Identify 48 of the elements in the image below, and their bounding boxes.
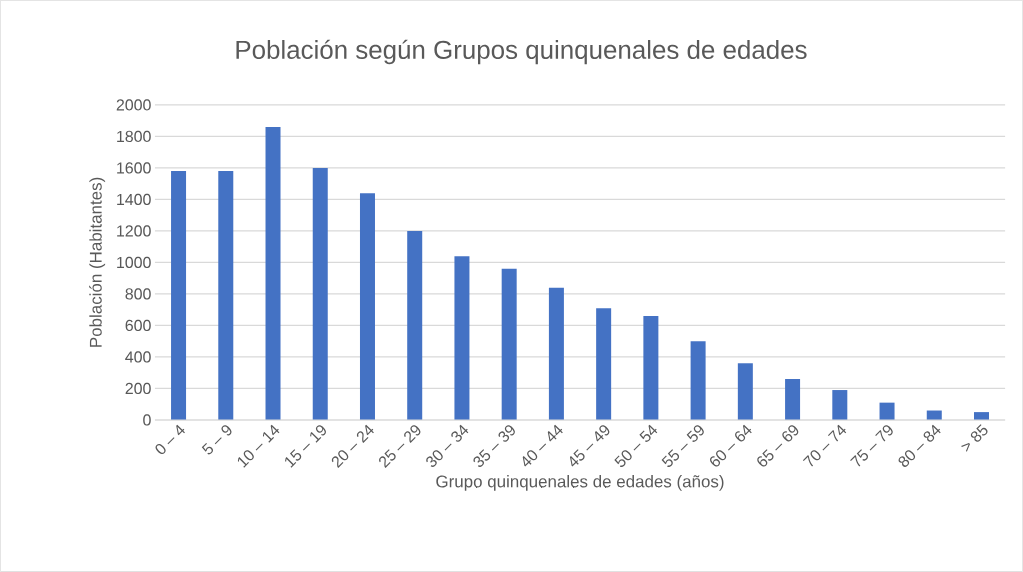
x-tick-label: 80 – 84 — [898, 424, 941, 467]
x-tick-label: 10 – 14 — [237, 424, 280, 468]
y-axis-title: Población (Habitantes) — [89, 177, 106, 347]
x-tick-label: 30 – 34 — [426, 424, 469, 467]
bar — [265, 127, 281, 421]
bar — [171, 171, 187, 421]
x-tick-label: 20 – 24 — [331, 424, 374, 469]
x-tick-label: 45 – 49 — [569, 425, 610, 467]
bar — [643, 316, 659, 421]
y-tick-label: 600 — [125, 319, 151, 332]
bar — [548, 287, 564, 421]
x-tick-label: 70 – 74 — [802, 424, 847, 467]
x-tick-label: 55 – 59 — [661, 425, 704, 467]
x-tick-label: 75 – 79 — [850, 425, 893, 467]
x-tick-label: 25 – 29 — [379, 425, 421, 469]
y-tick-label: 400 — [125, 351, 151, 363]
bar — [832, 390, 848, 421]
bar — [454, 256, 470, 421]
x-tick-label: 65 – 69 — [757, 425, 799, 467]
y-tick-label: 2000 — [116, 99, 151, 111]
x-tick-label: 0 – 4 — [155, 424, 185, 455]
bar — [690, 341, 706, 421]
y-tick-label: 1000 — [117, 256, 151, 269]
bar — [879, 402, 895, 421]
y-tick-label: 1200 — [117, 225, 151, 237]
y-tick-label: 1800 — [117, 130, 151, 143]
y-tick-label: 0 — [143, 414, 151, 426]
x-tick-label: 50 – 54 — [614, 424, 658, 467]
bar — [407, 230, 423, 421]
y-tick-label: 1600 — [117, 162, 151, 174]
bar — [501, 268, 517, 421]
y-tick-label: 200 — [125, 382, 151, 395]
y-tick-label: 800 — [125, 288, 151, 300]
bar — [312, 167, 328, 421]
x-tick-label: 60 – 64 — [710, 424, 752, 467]
bar — [785, 379, 801, 421]
x-tick-label: 5 – 9 — [201, 425, 232, 455]
bar — [596, 308, 612, 421]
bar — [218, 171, 234, 421]
bar — [737, 363, 753, 421]
x-tick-label: 15 – 19 — [285, 425, 326, 468]
x-axis-title: Grupo quinquenales de edades (años) — [436, 475, 724, 491]
x-tick-label: 35 – 39 — [473, 425, 515, 467]
x-tick-label: > 85 — [961, 424, 988, 452]
x-tick-label: 40 – 44 — [522, 424, 563, 467]
chart-title: Población según Grupos quinquenales de edades — [236, 39, 807, 65]
y-tick-label: 1400 — [117, 193, 151, 206]
bar — [359, 193, 375, 421]
